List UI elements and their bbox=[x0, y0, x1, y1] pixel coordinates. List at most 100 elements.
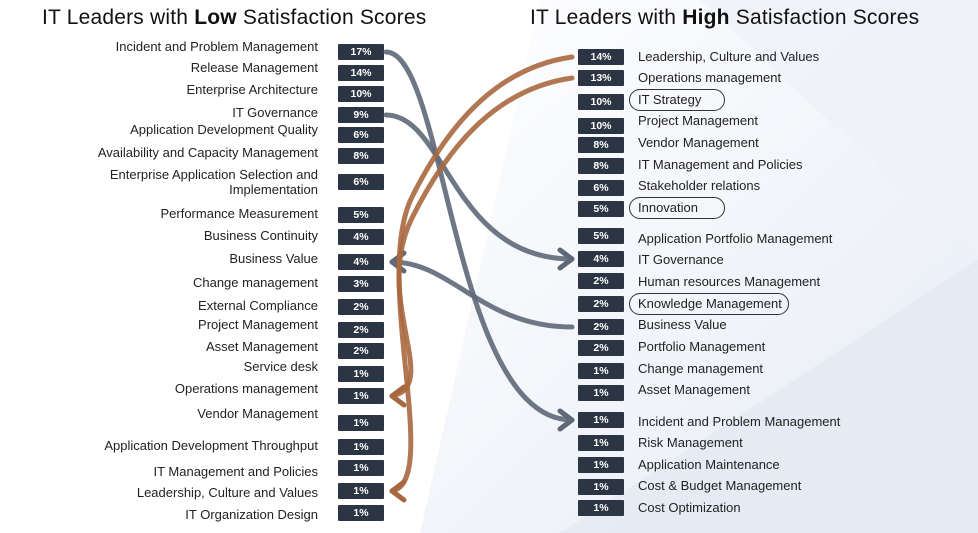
left-panel-title: IT Leaders with Low Satisfaction Scores bbox=[42, 6, 427, 29]
left-value-badge: 14% bbox=[338, 65, 384, 81]
right-value-badge: 1% bbox=[578, 435, 624, 451]
right-value-badge: 6% bbox=[578, 180, 624, 196]
left-value-badge: 5% bbox=[338, 207, 384, 223]
left-value-badge: 1% bbox=[338, 460, 384, 476]
right-value-badge: 13% bbox=[578, 70, 624, 86]
left-value-badge: 1% bbox=[338, 483, 384, 499]
highlight-oval bbox=[629, 89, 725, 111]
left-value-badge: 6% bbox=[338, 127, 384, 143]
left-item-business-value: Business Value bbox=[229, 251, 318, 266]
left-value-badge: 2% bbox=[338, 343, 384, 359]
connector-it-governance bbox=[383, 112, 575, 262]
left-item-business-continuity: Business Continuity bbox=[203, 228, 318, 243]
left-item-release-management: Release Management bbox=[190, 60, 318, 75]
left-item-incident-and-problem-management: Incident and Problem Management bbox=[115, 39, 318, 54]
left-value-badge: 1% bbox=[338, 366, 384, 382]
left-value-badge: 1% bbox=[338, 388, 384, 404]
right-item-vendor-management: Vendor Management bbox=[638, 135, 759, 150]
left-value-badge: 10% bbox=[338, 86, 384, 102]
left-value-badge: 6% bbox=[338, 174, 384, 190]
right-item-portfolio-management: Portfolio Management bbox=[638, 339, 766, 354]
left-item-it-management-and-policies: IT Management and Policies bbox=[153, 464, 318, 479]
left-item-application-development-quality: Application Development Quality bbox=[130, 122, 318, 137]
right-item-it-governance: IT Governance bbox=[638, 252, 724, 267]
left-value-badge: 1% bbox=[338, 505, 384, 521]
left-value-badge: 8% bbox=[338, 148, 384, 164]
right-item-application-maintenance: Application Maintenance bbox=[638, 457, 780, 472]
left-item-availability-and-capacity-management: Availability and Capacity Management bbox=[97, 145, 318, 160]
right-value-badge: 10% bbox=[578, 118, 624, 134]
right-value-badge: 5% bbox=[578, 201, 624, 217]
right-value-badge: 2% bbox=[578, 319, 624, 335]
left-item-it-organization-design: IT Organization Design bbox=[185, 507, 318, 522]
right-item-cost-budget-management: Cost & Budget Management bbox=[638, 478, 802, 493]
right-item-operations-management: Operations management bbox=[638, 70, 782, 85]
left-item-external-compliance: External Compliance bbox=[198, 298, 318, 313]
right-item-change-management: Change management bbox=[638, 361, 764, 376]
highlight-oval bbox=[629, 197, 725, 219]
left-value-badge: 9% bbox=[338, 107, 384, 123]
left-value-badge: 3% bbox=[338, 276, 384, 292]
left-value-badge: 2% bbox=[338, 322, 384, 338]
right-value-badge: 1% bbox=[578, 479, 624, 495]
highlight-oval bbox=[629, 293, 789, 315]
arrowhead-icon bbox=[557, 247, 575, 271]
left-item-enterprise-application-selection-and-implementation: Enterprise Application Selection and Imp… bbox=[109, 167, 318, 197]
right-value-badge: 8% bbox=[578, 137, 624, 153]
right-item-cost-optimization: Cost Optimization bbox=[638, 500, 741, 515]
right-value-badge: 2% bbox=[578, 296, 624, 312]
right-item-application-portfolio-management: Application Portfolio Management bbox=[638, 231, 833, 246]
left-value-badge: 4% bbox=[338, 229, 384, 245]
right-value-badge: 14% bbox=[578, 49, 624, 65]
left-item-it-governance: IT Governance bbox=[232, 105, 318, 120]
left-item-enterprise-architecture: Enterprise Architecture bbox=[186, 82, 318, 97]
right-value-badge: 4% bbox=[578, 251, 624, 267]
left-value-badge: 2% bbox=[338, 299, 384, 315]
left-item-change-management: Change management bbox=[192, 275, 318, 290]
left-value-badge: 4% bbox=[338, 254, 384, 270]
connector-incident-and-problem-management bbox=[383, 49, 575, 423]
right-item-asset-management: Asset Management bbox=[638, 382, 751, 397]
right-item-it-strategy: IT Strategy bbox=[638, 92, 702, 107]
right-value-badge: 1% bbox=[578, 385, 624, 401]
connector-operations-management bbox=[389, 75, 575, 399]
right-value-badge: 8% bbox=[578, 158, 624, 174]
right-value-badge: 1% bbox=[578, 363, 624, 379]
right-item-leadership-culture-and-values: Leadership, Culture and Values bbox=[638, 49, 820, 64]
right-item-business-value: Business Value bbox=[638, 317, 727, 332]
connector-business-value bbox=[389, 259, 575, 330]
right-value-badge: 5% bbox=[578, 228, 624, 244]
right-item-human-resources-management: Human resources Management bbox=[638, 274, 821, 289]
right-value-badge: 1% bbox=[578, 457, 624, 473]
right-item-risk-management: Risk Management bbox=[638, 435, 743, 450]
right-item-knowledge-management: Knowledge Management bbox=[638, 296, 782, 311]
right-item-it-management-and-policies: IT Management and Policies bbox=[638, 157, 803, 172]
left-item-application-development-throughput: Application Development Throughput bbox=[104, 438, 318, 453]
left-value-badge: 17% bbox=[338, 44, 384, 60]
right-panel-title: IT Leaders with High Satisfaction Scores bbox=[530, 6, 920, 29]
left-value-badge: 1% bbox=[338, 439, 384, 455]
connector-leadership-culture-and-values bbox=[389, 54, 575, 494]
left-item-project-management: Project Management bbox=[198, 317, 318, 332]
arrowhead-icon bbox=[389, 384, 407, 408]
right-item-innovation: Innovation bbox=[638, 200, 698, 215]
right-value-badge: 10% bbox=[578, 94, 624, 110]
right-value-badge: 2% bbox=[578, 340, 624, 356]
arrowhead-icon bbox=[557, 408, 575, 432]
right-item-incident-and-problem-management: Incident and Problem Management bbox=[638, 414, 841, 429]
left-item-operations-management: Operations management bbox=[174, 381, 318, 396]
right-value-badge: 1% bbox=[578, 412, 624, 428]
arrowhead-icon bbox=[389, 479, 407, 503]
left-item-vendor-management: Vendor Management bbox=[197, 406, 318, 421]
left-item-service-desk: Service desk bbox=[243, 359, 318, 374]
left-item-asset-management: Asset Management bbox=[205, 339, 318, 354]
left-item-leadership-culture-and-values: Leadership, Culture and Values bbox=[136, 485, 318, 500]
right-item-stakeholder-relations: Stakeholder relations bbox=[638, 178, 761, 193]
left-item-performance-measurement: Performance Measurement bbox=[160, 206, 318, 221]
right-item-project-management: Project Management bbox=[638, 113, 758, 128]
left-value-badge: 1% bbox=[338, 415, 384, 431]
right-value-badge: 1% bbox=[578, 500, 624, 516]
right-value-badge: 2% bbox=[578, 273, 624, 289]
